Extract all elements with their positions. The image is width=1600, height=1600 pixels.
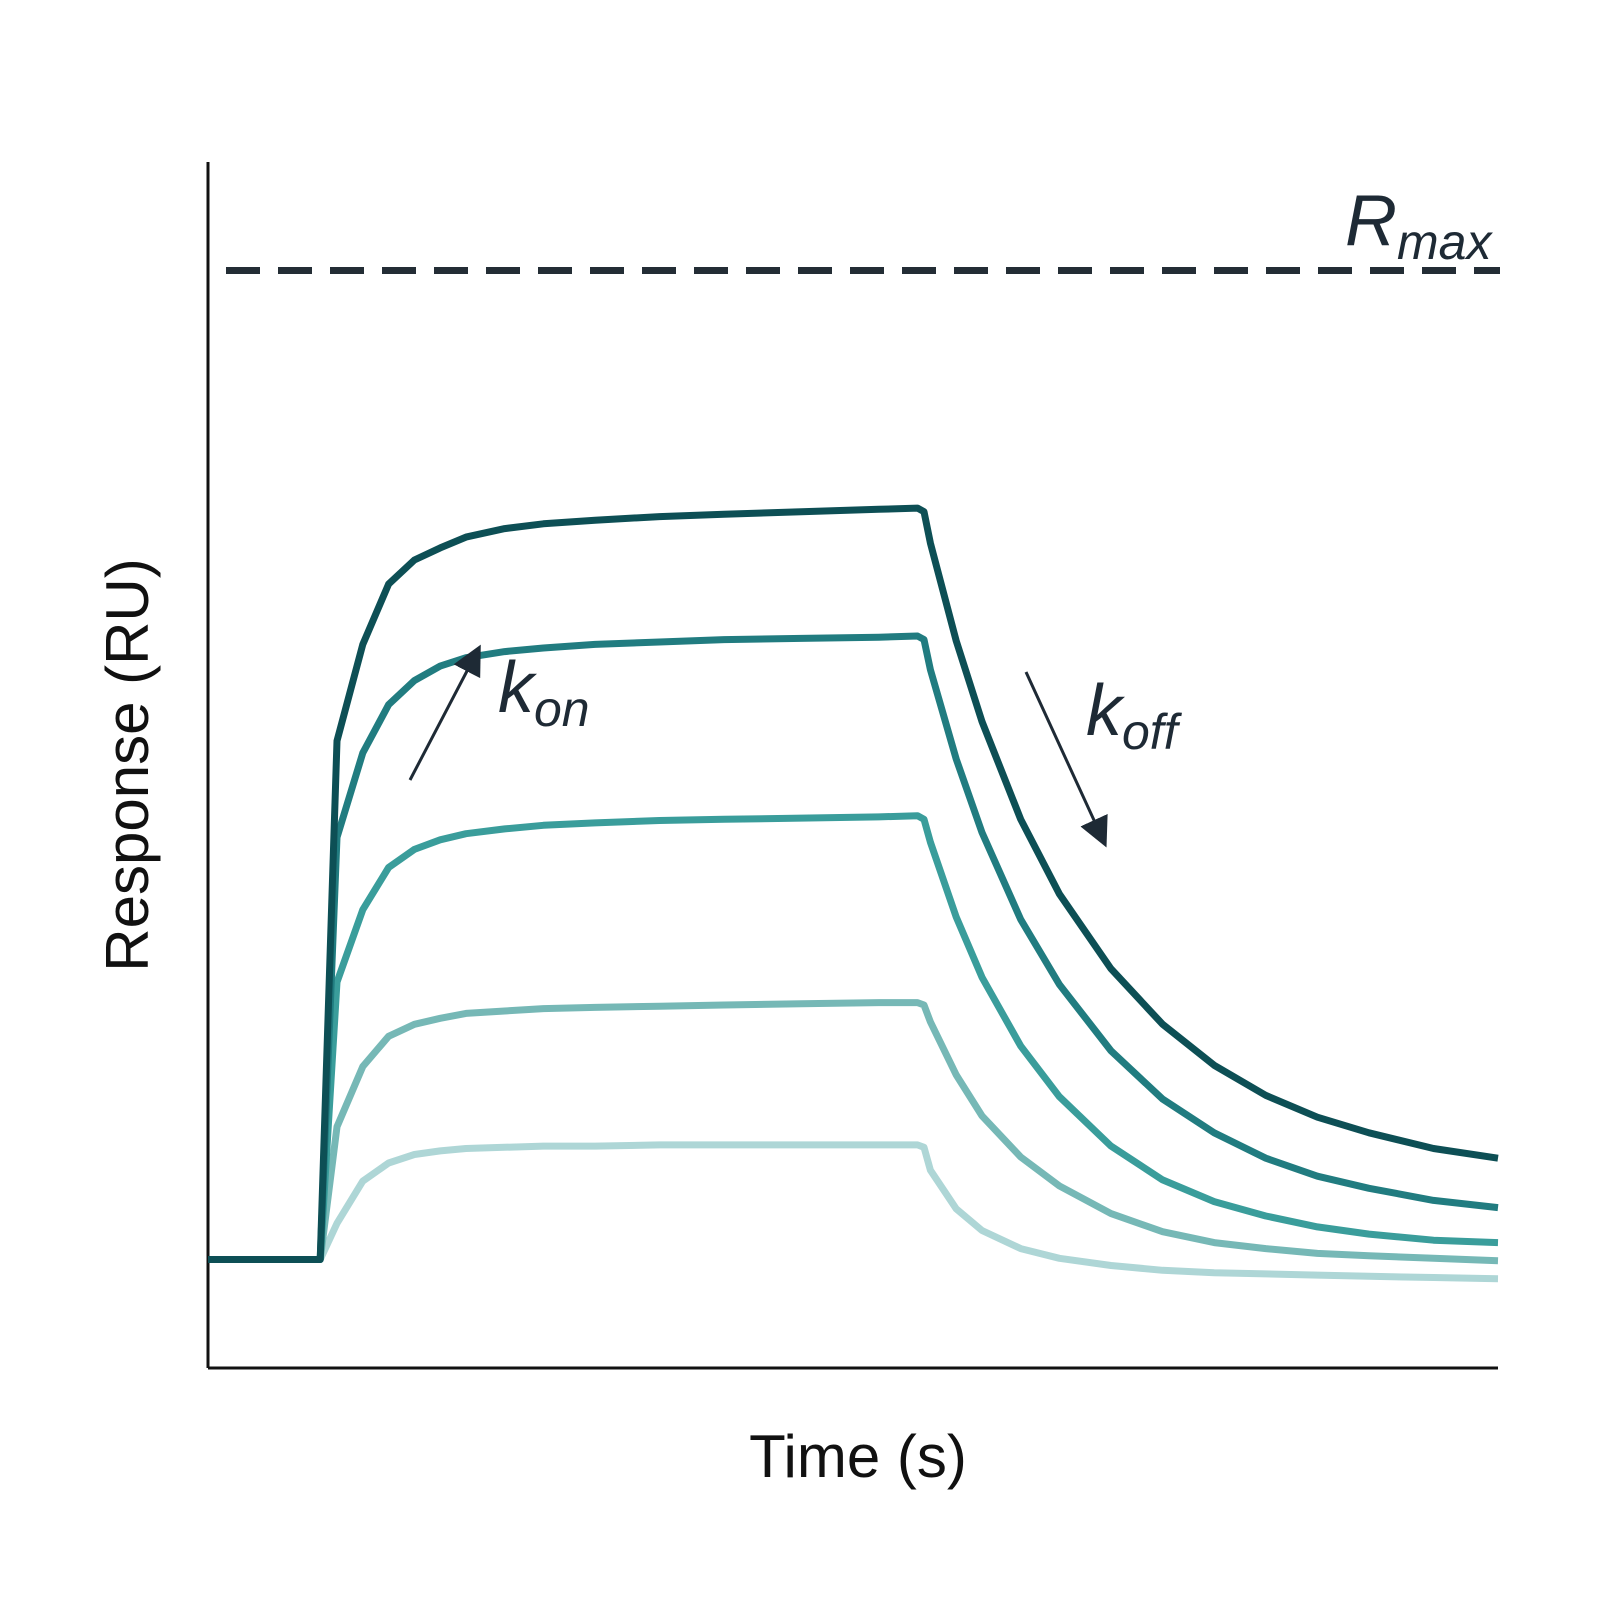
y-axis-title: Response (RU) <box>94 558 161 971</box>
series-group <box>208 504 1499 1283</box>
koff-arrow <box>1024 671 1108 848</box>
series-line-4 <box>208 999 1499 1265</box>
series-line-1 <box>208 504 1499 1263</box>
koff-label-sub: off <box>1122 704 1183 760</box>
kon-label-main: k <box>498 648 538 728</box>
rmax-label-main: R <box>1345 181 1397 261</box>
rmax-label: Rmax <box>1345 181 1493 270</box>
koff-label: koff <box>1086 671 1183 760</box>
series-line-3 <box>208 812 1499 1263</box>
koff-label-main: k <box>1086 671 1126 751</box>
x-axis-title: Time (s) <box>749 1423 967 1490</box>
kon-arrow <box>408 644 481 781</box>
series-line-5 <box>208 1141 1499 1283</box>
series-line-2 <box>208 632 1499 1263</box>
kon-label-sub: on <box>534 681 590 737</box>
rmax-label-sub: max <box>1397 214 1493 270</box>
kon-label: kon <box>498 648 590 737</box>
